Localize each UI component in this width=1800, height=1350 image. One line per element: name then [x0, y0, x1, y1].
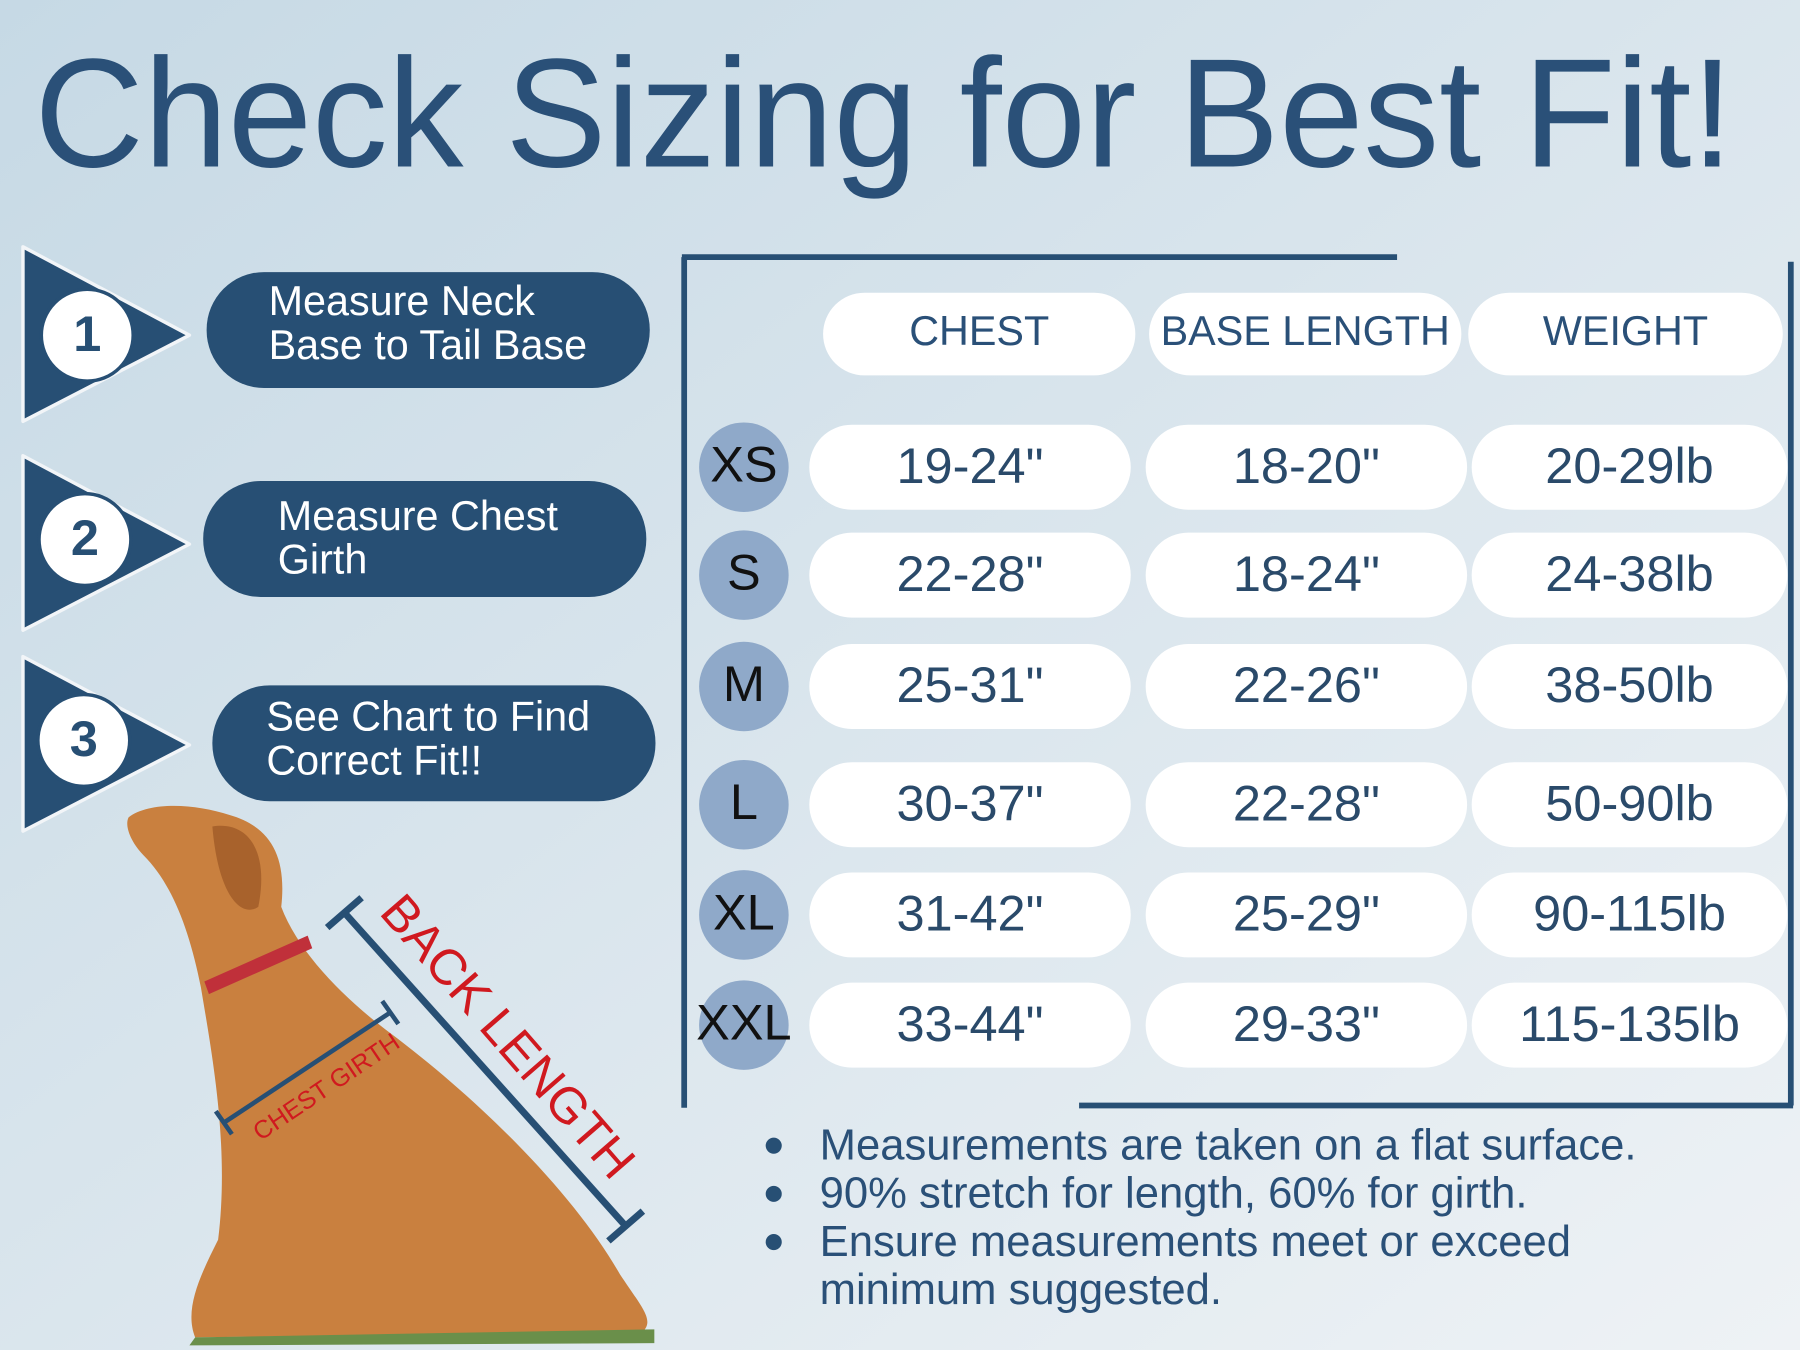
cell-value: 50-90lb	[1545, 774, 1713, 831]
cell-pill	[809, 982, 1131, 1068]
size-badge	[699, 530, 789, 620]
cell-pill	[809, 762, 1131, 848]
size-badge	[699, 980, 789, 1070]
cell-value: 22-28"	[1233, 774, 1380, 831]
chest-girth-bracket	[213, 999, 401, 1136]
size-label: XS	[710, 436, 777, 493]
size-badge	[699, 870, 789, 960]
cell-value: 90-115lb	[1533, 885, 1726, 942]
cell-pill	[1471, 872, 1788, 958]
cell-pill	[1145, 532, 1468, 618]
cell-pill	[809, 424, 1131, 510]
step-badge	[37, 491, 133, 588]
cell-value: 29-33"	[1233, 995, 1380, 1052]
step-text: Measure Neck	[269, 278, 536, 324]
note-text: 90% stretch for length, 60% for girth.	[820, 1170, 1528, 1218]
size-label: M	[723, 655, 765, 712]
step-pill	[206, 272, 650, 389]
step-number: 1	[73, 305, 101, 362]
cell-pill	[1471, 532, 1788, 618]
title: Check Sizing for Best Fit!	[34, 26, 1733, 199]
step-pill	[203, 480, 647, 597]
column-header-pill	[1149, 292, 1462, 376]
cell-value: 18-20"	[1233, 437, 1380, 494]
step-text: Measure Chest	[278, 493, 559, 539]
cell-value: 24-38lb	[1545, 545, 1713, 602]
cell-pill	[1471, 424, 1788, 510]
step-number: 3	[70, 710, 98, 767]
size-badge	[699, 641, 789, 732]
cell-pill	[1145, 872, 1468, 958]
cell-value: 25-31"	[896, 656, 1043, 713]
table-frame	[681, 254, 1794, 1109]
step-text: Base to Tail Base	[269, 322, 587, 368]
cell-pill	[1145, 644, 1468, 729]
cell-pill	[809, 644, 1131, 729]
cell-pill	[1145, 982, 1468, 1068]
size-label: XL	[713, 883, 775, 940]
cell-pill	[1145, 762, 1468, 848]
cell-value: 33-44"	[896, 995, 1043, 1052]
column-header-pill	[1468, 292, 1783, 376]
column-header-pill	[823, 292, 1136, 376]
note-text: Ensure measurements meet or exceed	[820, 1218, 1571, 1266]
cell-value: 25-29"	[1233, 885, 1380, 942]
step-badge	[39, 287, 135, 383]
step-badge	[36, 692, 132, 789]
step-text: Girth	[278, 536, 368, 582]
step-number: 2	[71, 509, 99, 566]
cell-value: 22-26"	[1233, 656, 1380, 713]
bullet	[765, 1137, 782, 1154]
column-header: BASE LENGTH	[1161, 308, 1450, 354]
cell-value: 20-29lb	[1545, 437, 1713, 494]
column-header: CHEST	[909, 308, 1049, 354]
bullet	[765, 1234, 782, 1251]
cell-value: 30-37"	[896, 774, 1043, 831]
step-pill	[212, 685, 656, 802]
back-length-bracket	[324, 895, 646, 1244]
cell-value: 31-42"	[896, 885, 1043, 942]
bullet	[765, 1185, 782, 1202]
cell-value: 38-50lb	[1545, 656, 1713, 713]
cell-pill	[809, 872, 1131, 958]
cell-pill	[1471, 982, 1788, 1068]
cell-value: 18-24"	[1233, 545, 1380, 602]
cell-pill	[1471, 762, 1788, 848]
size-label: L	[730, 773, 758, 830]
cell-value: 115-135lb	[1519, 995, 1740, 1052]
size-label: S	[727, 544, 761, 601]
size-label: XXL	[696, 994, 791, 1051]
cell-pill	[1145, 424, 1468, 510]
cell-pill	[809, 532, 1131, 618]
cell-pill	[1471, 644, 1788, 729]
column-header: WEIGHT	[1543, 308, 1708, 354]
cell-value: 19-24"	[896, 437, 1043, 494]
note-text: minimum suggested.	[820, 1266, 1222, 1314]
note-text: Measurements are taken on a flat surface…	[820, 1121, 1637, 1169]
dog	[127, 805, 655, 1346]
step-text: Correct Fit!!	[266, 737, 482, 783]
size-badge	[699, 422, 789, 512]
cell-value: 22-28"	[896, 545, 1043, 602]
size-badge	[699, 759, 789, 850]
step-text: See Chart to Find	[266, 694, 590, 740]
